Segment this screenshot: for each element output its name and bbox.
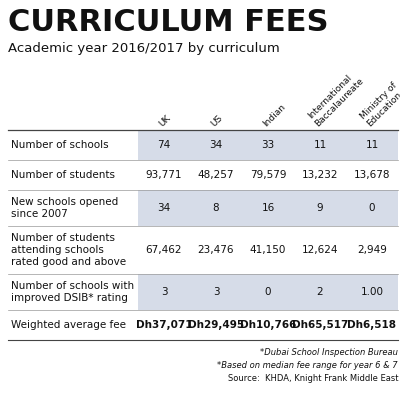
Bar [346, 160, 398, 190]
Text: 48,257: 48,257 [198, 170, 234, 180]
Text: 0: 0 [369, 203, 375, 213]
Text: 93,771: 93,771 [146, 170, 182, 180]
Bar [242, 160, 294, 190]
Text: Indian: Indian [262, 102, 288, 128]
Bar [242, 130, 294, 160]
Text: 34: 34 [157, 203, 171, 213]
Bar [242, 310, 294, 340]
Bar [190, 160, 242, 190]
Text: Source:  KHDA, Knight Frank Middle East: Source: KHDA, Knight Frank Middle East [228, 374, 398, 383]
Bar [190, 274, 242, 310]
Text: 9: 9 [317, 203, 323, 213]
Bar [346, 310, 398, 340]
Bar [190, 190, 242, 226]
Text: Ministry of
Education: Ministry of Education [358, 81, 400, 128]
Text: UK: UK [158, 113, 173, 128]
Bar [346, 190, 398, 226]
Text: 33: 33 [261, 140, 275, 150]
Text: 34: 34 [209, 140, 223, 150]
Text: 2: 2 [317, 287, 323, 297]
Bar [138, 190, 190, 226]
Bar [294, 190, 346, 226]
Bar [190, 130, 242, 160]
Text: 23,476: 23,476 [198, 245, 234, 255]
Bar [138, 130, 190, 160]
Text: 0: 0 [265, 287, 271, 297]
Bar [138, 226, 190, 274]
Bar [346, 130, 398, 160]
Text: 13,232: 13,232 [302, 170, 338, 180]
Bar [346, 226, 398, 274]
Bar [294, 130, 346, 160]
Bar [294, 160, 346, 190]
Bar [190, 310, 242, 340]
Text: Weighted average fee: Weighted average fee [11, 320, 126, 330]
Bar [242, 190, 294, 226]
Text: Number of students
attending schools
rated good and above: Number of students attending schools rat… [11, 234, 126, 267]
Text: Dh29,495: Dh29,495 [188, 320, 244, 330]
Text: 11: 11 [313, 140, 327, 150]
Bar [346, 274, 398, 310]
Text: 12,624: 12,624 [302, 245, 338, 255]
Text: Dh6,518: Dh6,518 [348, 320, 396, 330]
Text: 8: 8 [213, 203, 219, 213]
Text: 3: 3 [213, 287, 219, 297]
Bar [294, 274, 346, 310]
Text: *Based on median fee range for year 6 & 7: *Based on median fee range for year 6 & … [217, 361, 398, 370]
Text: International
Baccalaureate: International Baccalaureate [306, 68, 366, 128]
Text: *Dubai School Inspection Bureau: *Dubai School Inspection Bureau [260, 348, 398, 357]
Text: 41,150: 41,150 [250, 245, 286, 255]
Text: Dh65,517: Dh65,517 [292, 320, 348, 330]
Text: 67,462: 67,462 [146, 245, 182, 255]
Text: New schools opened
since 2007: New schools opened since 2007 [11, 197, 118, 219]
Text: Dh10,766: Dh10,766 [240, 320, 296, 330]
Text: 1.00: 1.00 [360, 287, 384, 297]
Bar [138, 160, 190, 190]
Bar [138, 310, 190, 340]
Text: Number of schools with
improved DSIB* rating: Number of schools with improved DSIB* ra… [11, 281, 134, 303]
Text: 11: 11 [365, 140, 379, 150]
Bar [294, 310, 346, 340]
Bar [190, 226, 242, 274]
Bar [138, 274, 190, 310]
Bar [242, 226, 294, 274]
Bar [242, 274, 294, 310]
Text: 74: 74 [157, 140, 171, 150]
Text: 2,949: 2,949 [357, 245, 387, 255]
Text: Dh37,071: Dh37,071 [136, 320, 192, 330]
Text: 3: 3 [161, 287, 167, 297]
Text: CURRICULUM FEES: CURRICULUM FEES [8, 8, 328, 37]
Text: Academic year 2016/2017 by curriculum: Academic year 2016/2017 by curriculum [8, 42, 280, 55]
Text: Number of students: Number of students [11, 170, 115, 180]
Text: US: US [210, 113, 225, 128]
Text: 13,678: 13,678 [354, 170, 390, 180]
Bar [294, 226, 346, 274]
Text: 16: 16 [261, 203, 275, 213]
Text: Number of schools: Number of schools [11, 140, 109, 150]
Text: 79,579: 79,579 [250, 170, 286, 180]
